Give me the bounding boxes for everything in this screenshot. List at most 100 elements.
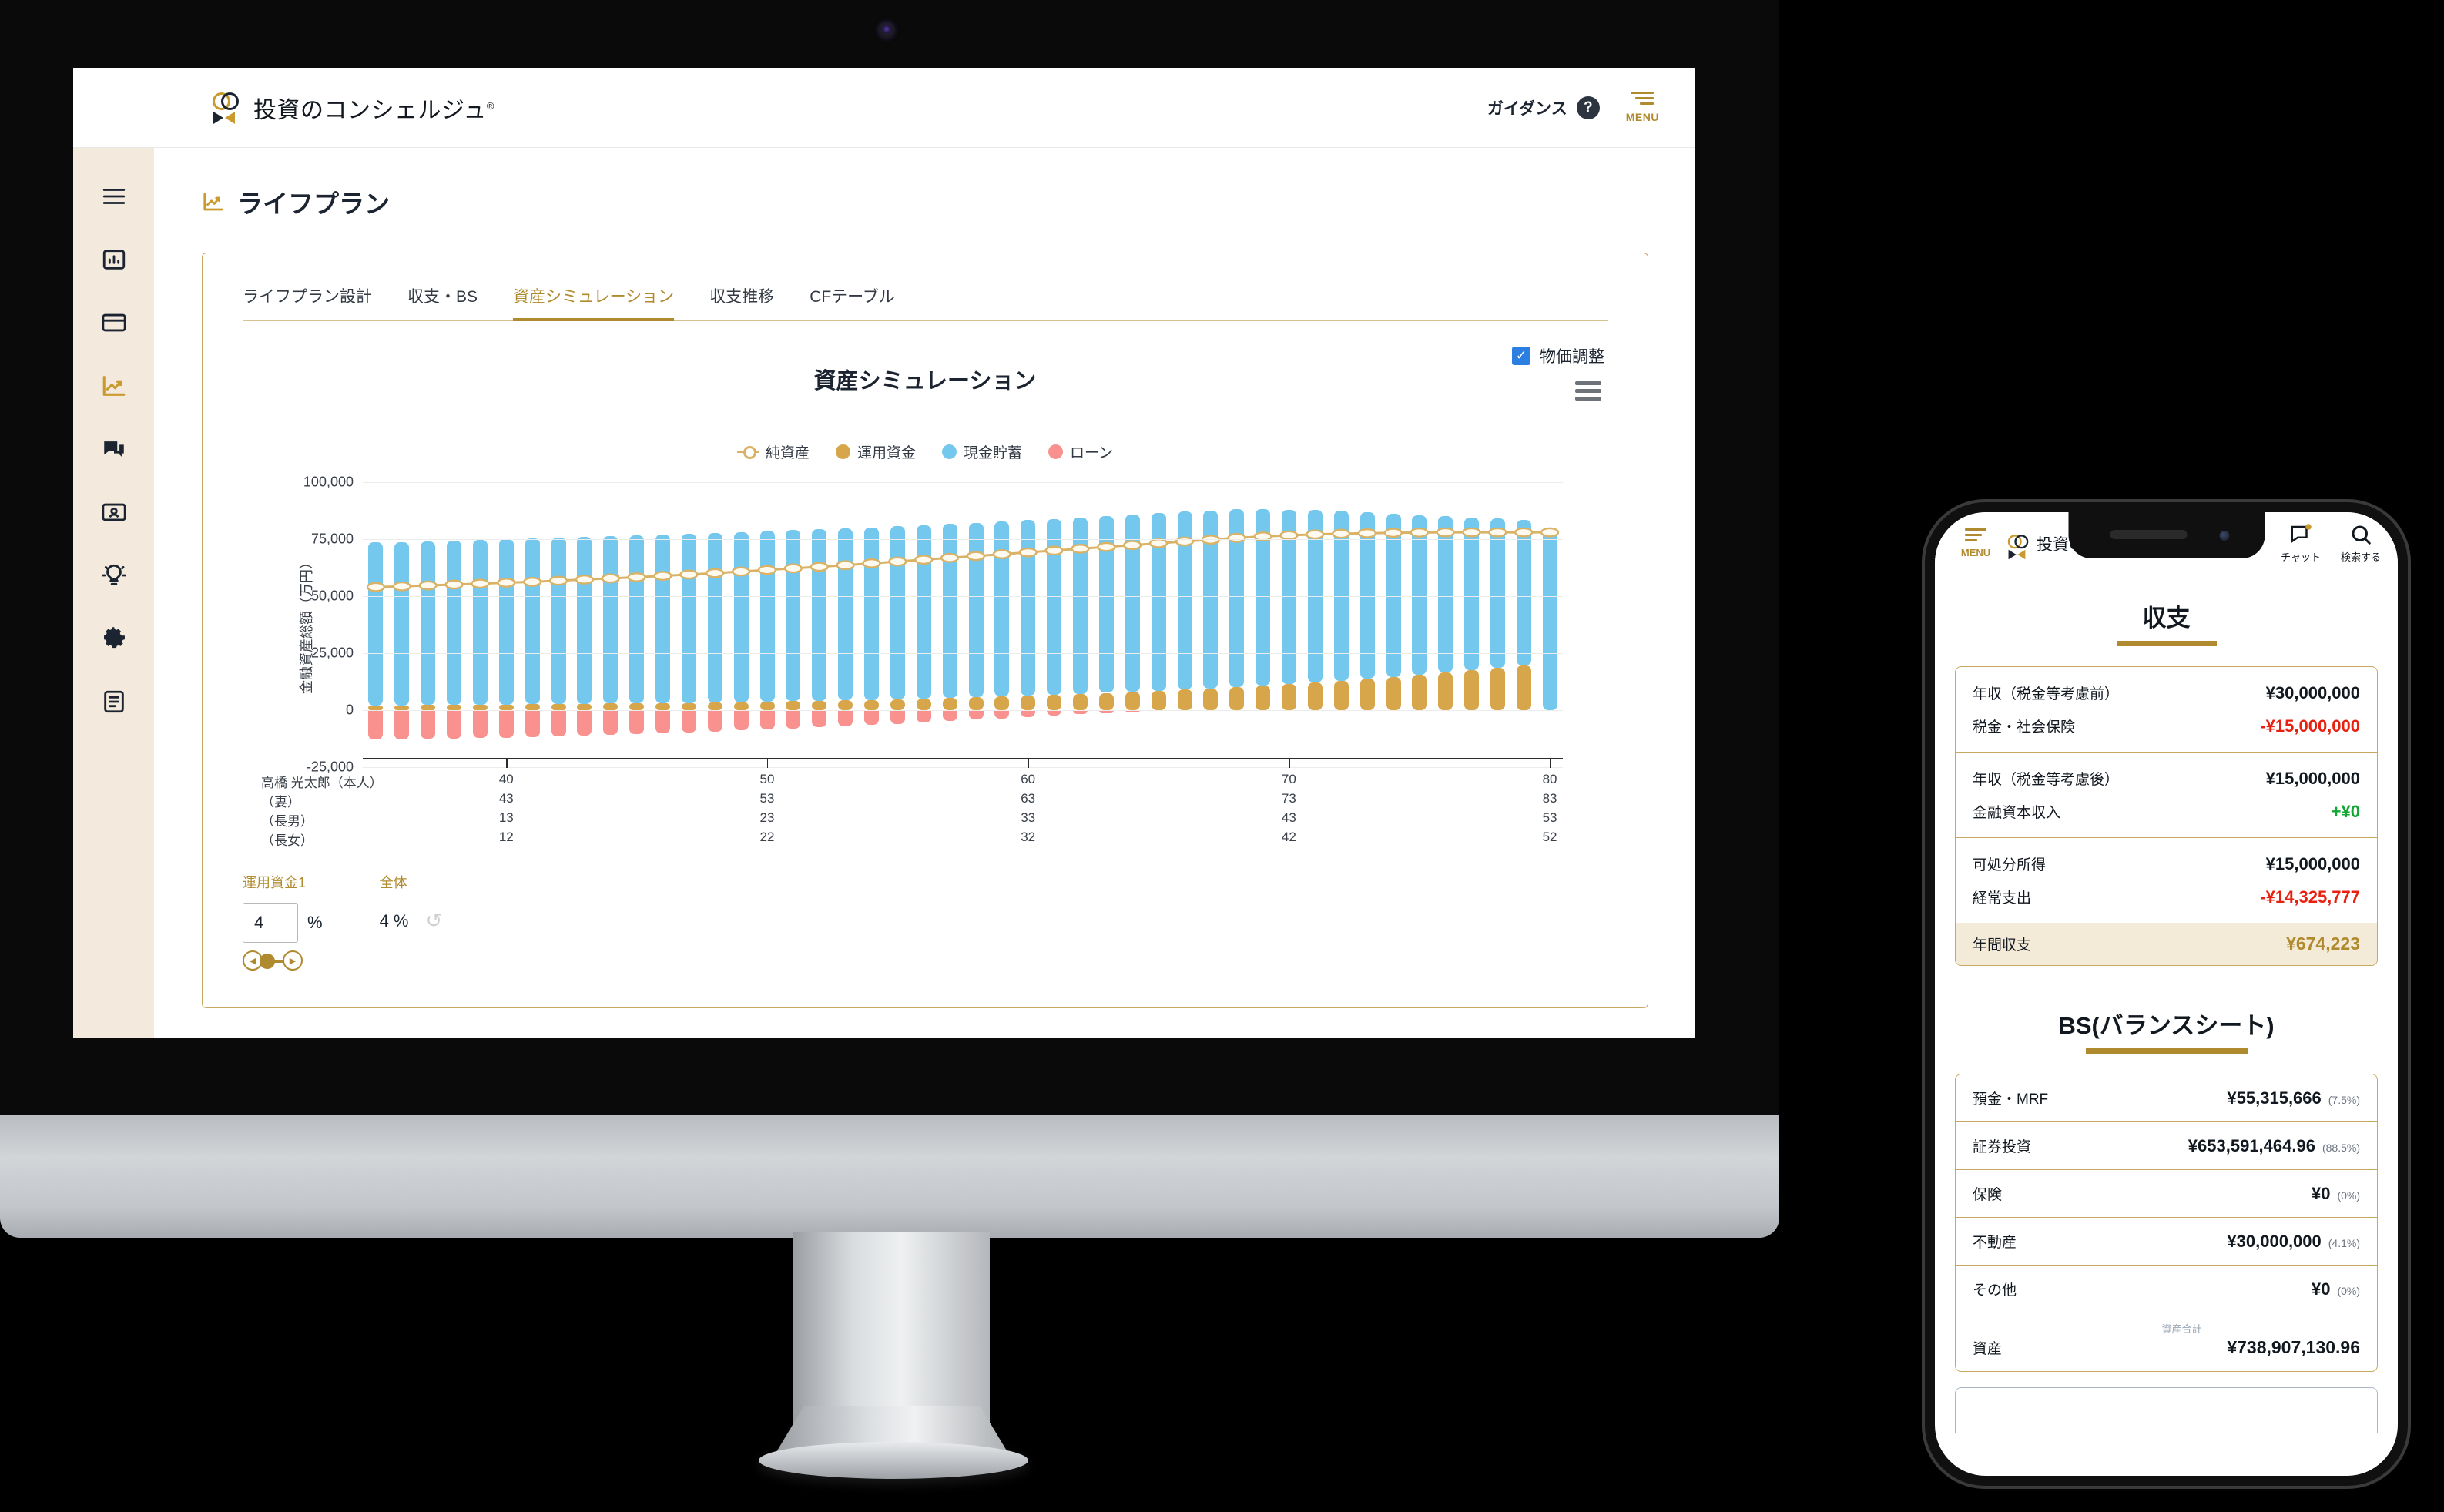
y-axis-tick-label: 75,000 — [310, 531, 354, 547]
tab-income-bs[interactable]: 収支・BS — [407, 288, 478, 306]
slider-increment-icon[interactable]: ▶ — [283, 950, 303, 971]
networth-marker — [759, 566, 776, 574]
inflation-toggle[interactable]: ✓ 物価調整 — [1512, 344, 1604, 367]
age-value: 53 — [1542, 810, 1557, 825]
chart-bar-column[interactable] — [1459, 482, 1485, 767]
chart-bar-column[interactable] — [1015, 482, 1041, 767]
chart-bar-column[interactable] — [1537, 482, 1563, 767]
fund1-slider[interactable]: ◀ ▶ — [243, 950, 303, 972]
networth-marker — [420, 582, 437, 589]
chart-bar-column[interactable] — [1094, 482, 1120, 767]
income-row: 可処分所得 ¥15,000,000 — [1973, 854, 2360, 873]
phone-chat-button[interactable]: チャット — [2281, 523, 2321, 564]
chart-bar-column[interactable] — [1041, 482, 1068, 767]
legend-item-investment[interactable]: 運用資金 — [835, 441, 916, 462]
bs-total-caption: 資産合計 — [2161, 1323, 2202, 1335]
bar-segment-cash — [1333, 511, 1349, 681]
page-title: ライフプラン — [202, 183, 1648, 220]
sidebar-item-reports[interactable] — [99, 687, 129, 716]
chart-header: ✓ 物価調整 資産シミュレーション — [243, 344, 1608, 418]
desktop-monitor: 投資のコンシェルジュ® ガイダンス ? MENU — [73, 22, 1695, 1038]
grid-line — [363, 482, 1563, 483]
bar-segment-loan — [1021, 710, 1036, 717]
chart-bar-column[interactable] — [1172, 482, 1198, 767]
chart-bar-column[interactable] — [1068, 482, 1094, 767]
chart-bar-column[interactable] — [806, 482, 833, 767]
phone-menu-button[interactable]: MENU — [1952, 528, 2000, 558]
app-header: 投資のコンシェルジュ® ガイダンス ? MENU — [73, 68, 1695, 148]
phone-notch — [2068, 512, 2265, 558]
chart-bar-column[interactable] — [1511, 482, 1537, 767]
balance-sheet-card: 預金・MRF ¥55,315,666 (7.5%) 証券投資 ¥653,591,464… — [1955, 1074, 2378, 1372]
bar-segment-loan — [368, 710, 384, 740]
tab-lifeplan-design[interactable]: ライフプラン設計 — [243, 288, 372, 306]
bar-segment-cash — [942, 524, 957, 698]
networth-marker — [837, 562, 854, 569]
sidebar-item-hamburger[interactable] — [99, 182, 129, 211]
sidebar-item-chat[interactable] — [99, 434, 129, 464]
phone-search-label: 検索する — [2340, 551, 2381, 563]
chart-bar-column[interactable] — [1380, 482, 1406, 767]
chart-bar-column[interactable] — [833, 482, 859, 767]
bar-segment-cash — [1047, 518, 1062, 695]
chart-bar-column[interactable] — [910, 482, 937, 767]
chart-bar-column[interactable] — [1250, 482, 1276, 767]
sidebar-item-lifeplan[interactable] — [99, 371, 129, 401]
age-value: 12 — [498, 830, 514, 844]
networth-marker — [994, 550, 1011, 558]
sidebar-item-settings[interactable] — [99, 624, 129, 653]
chart-bar-column[interactable] — [1354, 482, 1380, 767]
chart-bar-column[interactable] — [859, 482, 885, 767]
logo-mark-icon — [212, 92, 243, 124]
bar-segment-loan — [707, 710, 722, 732]
chart-bar-column[interactable] — [1406, 482, 1433, 767]
bar-segment-cash — [1177, 511, 1192, 690]
networth-marker — [680, 571, 697, 578]
legend-item-networth[interactable]: 純資産 — [736, 441, 810, 462]
desktop-screen: 投資のコンシェルジュ® ガイダンス ? MENU — [73, 68, 1695, 1038]
tab-income-trend[interactable]: 収支推移 — [709, 288, 775, 306]
age-value: 52 — [1542, 830, 1557, 844]
slider-knob[interactable] — [260, 954, 275, 969]
fund1-input[interactable]: 4 — [243, 903, 298, 943]
grid-line — [363, 767, 1563, 768]
sidebar-item-profile[interactable] — [99, 498, 129, 527]
chart-bar-column[interactable] — [989, 482, 1015, 767]
menu-button[interactable]: MENU — [1621, 92, 1664, 123]
help-icon[interactable]: ? — [1576, 96, 1600, 119]
chart-bar-column[interactable] — [1485, 482, 1511, 767]
legend-item-cash[interactable]: 現金貯蓄 — [941, 441, 1022, 462]
chart-export-menu-icon[interactable] — [1575, 381, 1601, 404]
bar-segment-cash — [1229, 508, 1245, 687]
phone-menu-label: MENU — [1960, 547, 1991, 558]
bar-segment-cash — [1359, 512, 1375, 679]
guidance-button[interactable]: ガイダンス ? — [1487, 96, 1600, 119]
bar-chart-icon — [102, 250, 125, 270]
undo-icon[interactable]: ↺ — [425, 909, 443, 932]
bar-segment-investment — [1490, 668, 1506, 710]
brand-registered-mark: ® — [486, 99, 494, 112]
legend-item-loan[interactable]: ローン — [1048, 441, 1113, 462]
bar-segment-investment — [916, 698, 931, 710]
chart-bar-column[interactable] — [1328, 482, 1354, 767]
phone-search-button[interactable]: 検索する — [2341, 523, 2381, 564]
tab-asset-simulation[interactable]: 資産シミュレーション — [513, 284, 675, 321]
chart-bar-column[interactable] — [1198, 482, 1224, 767]
tab-cf-table[interactable]: CFテーブル — [810, 288, 895, 306]
networth-marker — [1333, 530, 1349, 538]
chart-bar-column[interactable] — [937, 482, 963, 767]
chart-bar-column[interactable] — [1224, 482, 1250, 767]
sidebar-item-dashboard[interactable] — [99, 245, 129, 274]
sidebar-item-ideas[interactable] — [99, 561, 129, 590]
x-axis — [363, 758, 1563, 768]
brand-logo[interactable]: 投資のコンシェルジュ® — [212, 91, 494, 125]
networth-marker — [915, 555, 932, 563]
bs-row: その他 ¥0 (0%) — [1956, 1265, 2377, 1313]
chart-bar-column[interactable] — [1145, 482, 1172, 767]
networth-marker — [498, 578, 515, 586]
checkbox-checked-icon[interactable]: ✓ — [1512, 347, 1530, 365]
bar-segment-investment — [786, 701, 801, 710]
sidebar-item-accounts[interactable] — [99, 308, 129, 337]
chart-bar-column[interactable] — [885, 482, 911, 767]
chart-bar-column[interactable] — [1433, 482, 1459, 767]
